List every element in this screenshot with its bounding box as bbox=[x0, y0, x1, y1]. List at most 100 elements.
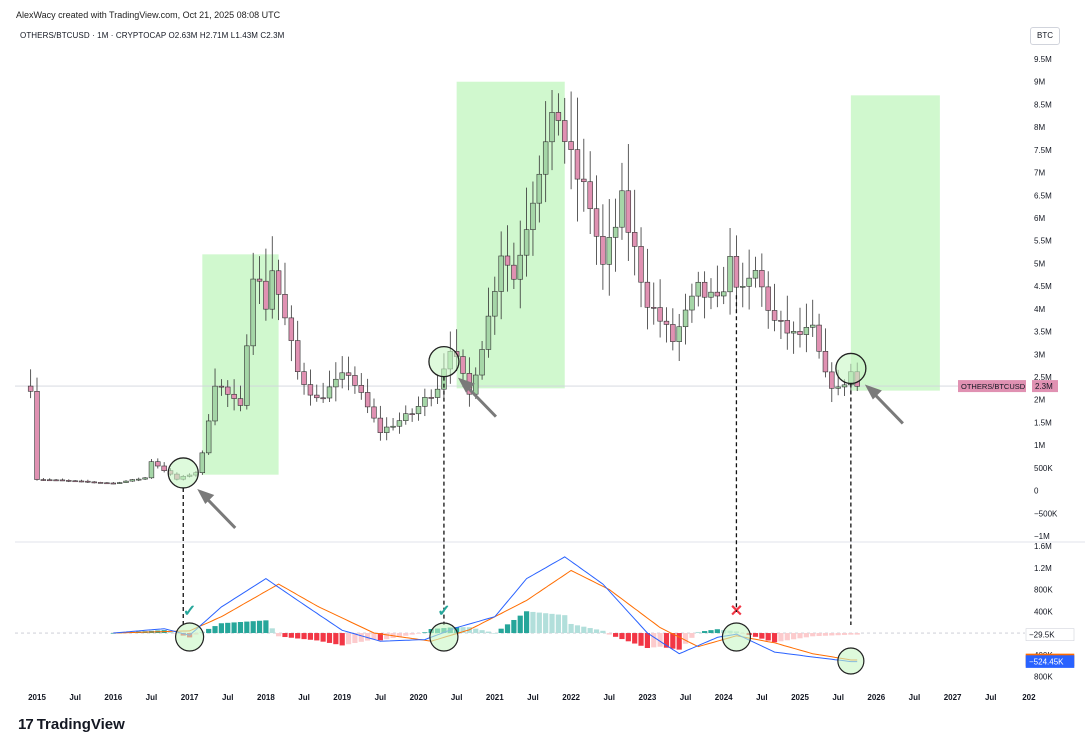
last-price-symbol: OTHERS/BTCUSD bbox=[961, 382, 1026, 391]
macd-histogram-bar bbox=[365, 633, 371, 641]
candle-body bbox=[492, 291, 498, 317]
candle-body bbox=[682, 309, 689, 328]
candle-body bbox=[27, 385, 34, 392]
x-tick-label: 202 bbox=[1022, 693, 1036, 702]
signal-circle bbox=[721, 622, 752, 652]
macd-histogram-bar bbox=[771, 633, 778, 643]
entry-circle bbox=[428, 345, 460, 378]
highlight-zones bbox=[202, 81, 940, 475]
candle-body bbox=[555, 112, 562, 121]
macd-histogram-bar bbox=[110, 633, 116, 634]
macd-histogram-bar bbox=[237, 622, 244, 634]
candle-body bbox=[581, 178, 587, 183]
candle-body bbox=[619, 190, 625, 228]
candle-body bbox=[587, 181, 593, 210]
candle-body bbox=[123, 480, 129, 483]
macd-histogram-bar bbox=[492, 633, 498, 634]
y-tick-label: 3M bbox=[1034, 350, 1045, 359]
candle-body bbox=[307, 384, 314, 396]
macd-histogram-bar bbox=[587, 628, 593, 634]
macd-histogram-bar bbox=[784, 633, 790, 641]
candle-body bbox=[371, 406, 377, 419]
macd-histogram-bar bbox=[841, 633, 848, 635]
candle-body bbox=[784, 320, 790, 334]
candle-body bbox=[403, 413, 409, 421]
currency-button[interactable]: BTC bbox=[1030, 27, 1060, 45]
candle-body bbox=[485, 315, 492, 350]
macd-histogram-bar bbox=[619, 633, 625, 640]
macd-histogram-bar bbox=[581, 626, 587, 634]
macd-histogram-bar bbox=[797, 633, 803, 639]
signal-mark: ✓ bbox=[183, 603, 196, 620]
y-tick-label: −1M bbox=[1034, 532, 1050, 541]
candle-body bbox=[282, 294, 288, 319]
x-tick-label: 2019 bbox=[333, 693, 351, 702]
tradingview-logo: 17 TradingView bbox=[18, 716, 125, 733]
macd-histogram-bar bbox=[765, 633, 771, 641]
candle-body bbox=[676, 326, 682, 342]
macd-histogram-bar bbox=[301, 633, 307, 640]
candle-body bbox=[536, 173, 543, 204]
x-tick-label: Jul bbox=[680, 693, 692, 702]
macd-histogram-bar bbox=[498, 628, 504, 634]
highlight-zone bbox=[850, 95, 940, 391]
macd-histogram-bar bbox=[791, 633, 797, 640]
last-price-value-tag bbox=[1032, 380, 1058, 393]
candle-body bbox=[40, 479, 47, 481]
macd-pane bbox=[15, 556, 1025, 663]
candle-body bbox=[733, 256, 740, 288]
pointer-arrowhead bbox=[197, 488, 215, 504]
candle-body bbox=[803, 327, 810, 335]
y-tick-label: 4M bbox=[1034, 305, 1045, 314]
macd-histogram-bar bbox=[543, 613, 549, 634]
y-tick-label: 1M bbox=[1034, 441, 1045, 450]
candle-body bbox=[364, 392, 371, 408]
candle-body bbox=[244, 345, 250, 406]
candle-body bbox=[59, 479, 66, 482]
macd-histogram-bar bbox=[276, 633, 282, 637]
symbol-legend[interactable]: OTHERS/BTCUSD · 1M · CRYPTOCAP O2.63M H2… bbox=[20, 31, 285, 40]
annotations: ✓ ✓ ✕ bbox=[167, 295, 904, 675]
x-tick-label: Jul bbox=[603, 693, 615, 702]
macd-histogram-bar bbox=[288, 633, 294, 638]
macd-histogram-bar bbox=[651, 633, 657, 648]
macd-histogram-bar bbox=[829, 633, 835, 636]
y-tick-label: 9M bbox=[1034, 78, 1045, 87]
candle-body bbox=[384, 426, 390, 433]
y-tick-label: 8.5M bbox=[1034, 100, 1052, 109]
macd-histogram-bar bbox=[371, 633, 377, 640]
entry-circle bbox=[835, 352, 867, 385]
candle-body bbox=[97, 482, 104, 484]
y-tick-label: 5M bbox=[1034, 259, 1045, 268]
macd-histogram-bar bbox=[835, 633, 841, 636]
macd-histogram-bar bbox=[613, 633, 619, 637]
last-price-value: 2.3M bbox=[1035, 382, 1053, 391]
x-tick-label: 2022 bbox=[562, 693, 580, 702]
candle-body bbox=[434, 388, 441, 398]
candle-body bbox=[549, 112, 555, 143]
macd-value-tag bbox=[1025, 655, 1075, 668]
candle-body bbox=[116, 482, 123, 484]
candle-body bbox=[288, 317, 295, 341]
candle-body bbox=[415, 406, 422, 415]
x-tick-label: 2017 bbox=[181, 693, 199, 702]
candle-body bbox=[816, 324, 822, 352]
pointer-arrowhead bbox=[864, 384, 882, 400]
macd-histogram-bar bbox=[682, 633, 689, 644]
candle-body bbox=[759, 270, 765, 288]
candle-body bbox=[822, 350, 829, 373]
candle-body bbox=[269, 270, 275, 310]
macd-y-tick-label: 1.2M bbox=[1034, 564, 1052, 573]
macd-histogram-bar bbox=[517, 615, 523, 634]
candle-body bbox=[473, 374, 479, 395]
macd-value-label: −524.45K bbox=[1029, 658, 1064, 667]
macd-histogram-bar bbox=[708, 630, 714, 634]
candle-body bbox=[651, 307, 657, 309]
y-tick-label: 2M bbox=[1034, 396, 1045, 405]
candle-body bbox=[638, 246, 644, 283]
candle-body bbox=[110, 482, 117, 485]
macd-histogram-bar bbox=[504, 624, 511, 634]
x-tick-label: Jul bbox=[146, 693, 158, 702]
candle-body bbox=[136, 478, 142, 481]
